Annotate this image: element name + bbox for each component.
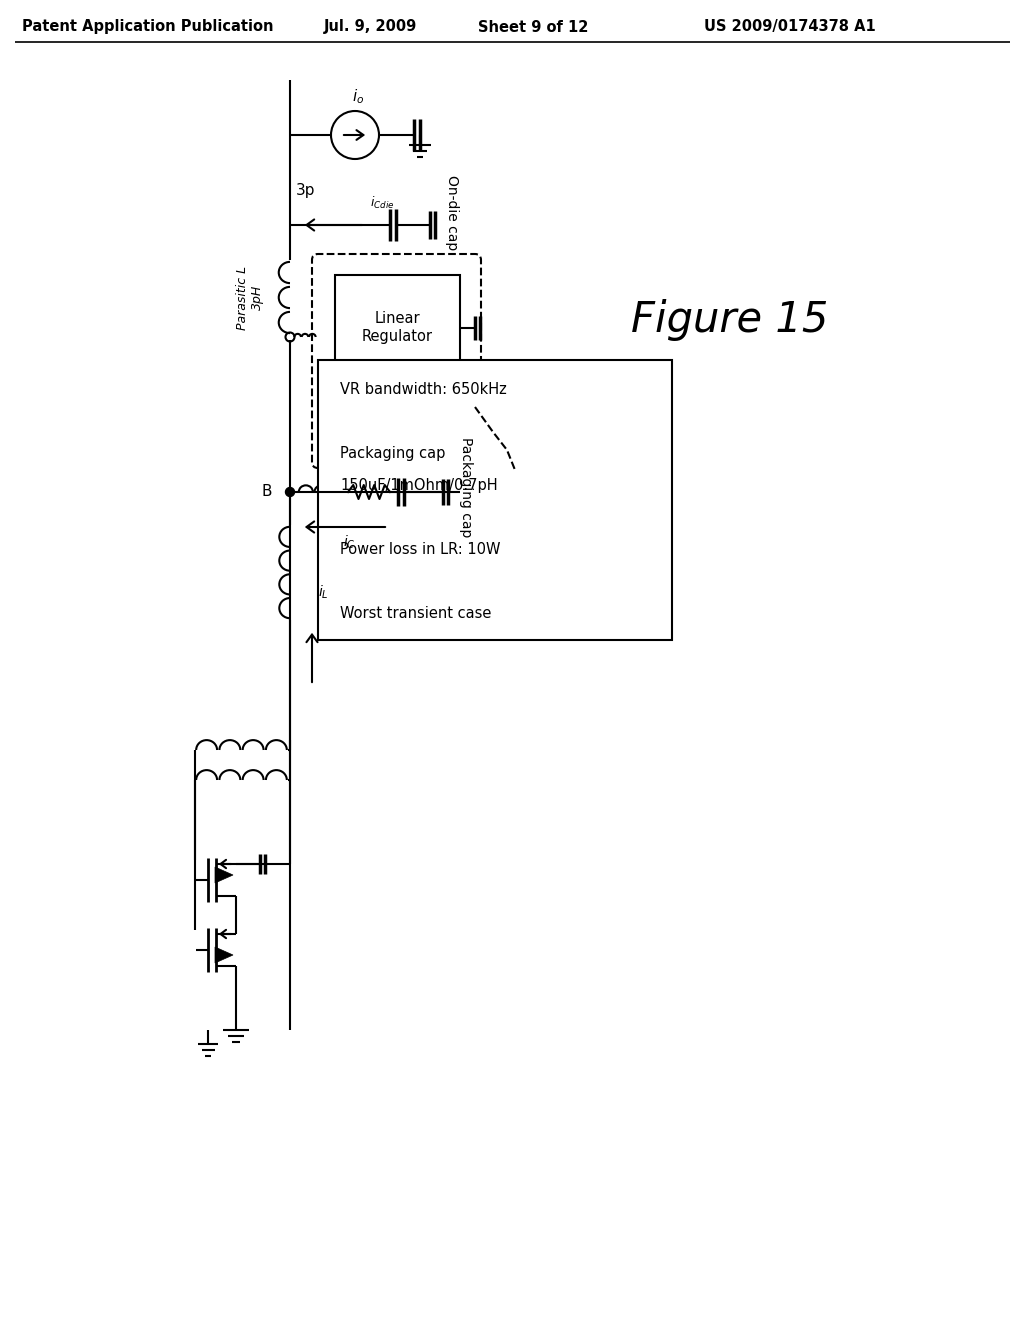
Text: Sheet 9 of 12: Sheet 9 of 12 (478, 20, 588, 34)
Bar (318, 360, 672, 640)
Text: B: B (261, 484, 272, 499)
Text: $i_o$: $i_o$ (352, 87, 365, 106)
Text: Patent Application Publication: Patent Application Publication (22, 20, 273, 34)
Text: On-die cap: On-die cap (445, 176, 459, 251)
Text: Worst transient case: Worst transient case (340, 606, 492, 620)
Text: Figure 15: Figure 15 (632, 300, 828, 341)
Polygon shape (215, 946, 233, 964)
Text: 150uF/1mOhm/0.7pH: 150uF/1mOhm/0.7pH (340, 478, 498, 492)
Text: $i_C$: $i_C$ (343, 535, 355, 552)
Text: Linear
Regulator: Linear Regulator (362, 312, 433, 343)
Text: Parasitic L
3pH: Parasitic L 3pH (236, 265, 264, 330)
Text: $i_L$: $i_L$ (318, 583, 329, 601)
Text: $i_{Cdie}$: $i_{Cdie}$ (370, 195, 394, 211)
Text: Power loss in LR: 10W: Power loss in LR: 10W (340, 543, 501, 557)
Text: VR bandwidth: 650kHz: VR bandwidth: 650kHz (340, 381, 507, 397)
Circle shape (286, 487, 295, 496)
Text: Packaging cap: Packaging cap (459, 437, 473, 537)
Bar (335, 275, 460, 380)
Text: Jul. 9, 2009: Jul. 9, 2009 (324, 20, 417, 34)
Polygon shape (215, 867, 233, 883)
Text: US 2009/0174378 A1: US 2009/0174378 A1 (705, 20, 876, 34)
Text: 3p: 3p (296, 182, 315, 198)
Text: Packaging cap: Packaging cap (340, 446, 445, 461)
